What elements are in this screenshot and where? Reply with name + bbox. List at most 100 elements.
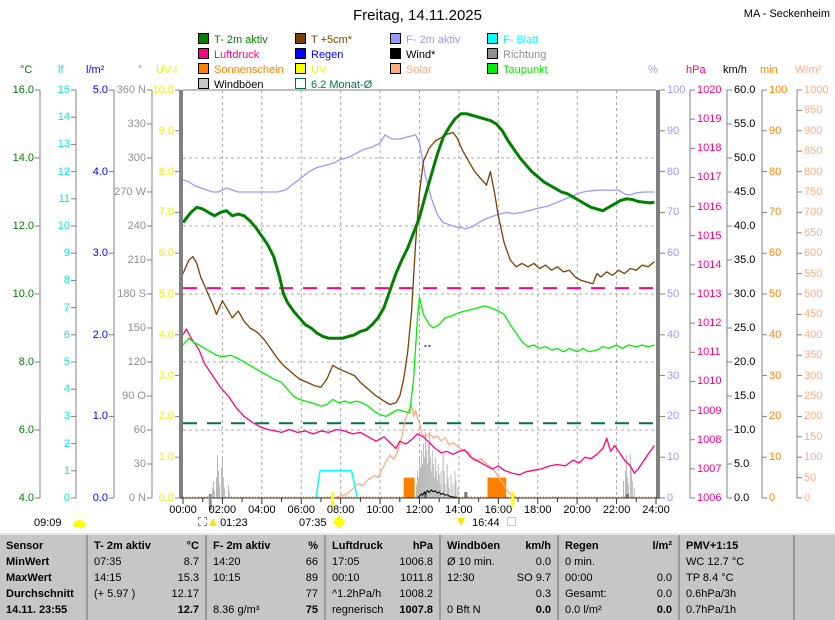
- moonset-marker: 09:09: [34, 517, 86, 531]
- sunshine-axis-tick: 10: [769, 451, 782, 464]
- solar-axis-tick: 1000: [804, 84, 829, 96]
- time-label: 14:00: [445, 504, 473, 516]
- legend-item-taupunkt[interactable]: Taupunkt: [487, 63, 548, 76]
- legend-item-6-2-monat-[interactable]: 6.2 Monat-Ø: [295, 78, 372, 91]
- table-row: [795, 570, 835, 586]
- legend-item-windb-en[interactable]: Windböen: [198, 78, 264, 91]
- legend-swatch[interactable]: [198, 33, 209, 44]
- sunshine-axis-unit: min: [760, 64, 778, 76]
- leaf-wetness-axis-unit: lf: [58, 64, 64, 76]
- table-cell-a: 00:00: [565, 572, 593, 584]
- legend-label: Windböen: [214, 79, 264, 91]
- legend-label: Sonnenschein: [214, 64, 284, 76]
- legend-item-f-blatt[interactable]: F- Blatt: [487, 33, 538, 46]
- humidity-axis-tick: 0: [667, 492, 674, 504]
- table-header-name: Regen: [565, 540, 599, 552]
- page-title: Freitag, 14.11.2025: [353, 7, 482, 24]
- legend-item-luftdruck[interactable]: Luftdruck: [198, 48, 259, 61]
- windspeed-axis-tick: 35.0: [734, 254, 756, 266]
- table-row: 0.7hPa/1h: [680, 602, 793, 618]
- table-cell-a: 0.7hPa/1h: [686, 604, 737, 616]
- table-row: Ø 10 min. 0.0: [441, 554, 557, 570]
- time-label: 24:00: [642, 504, 670, 516]
- legend-item-solar[interactable]: Solar: [390, 63, 432, 76]
- legend-item-t-5cm-[interactable]: T +5cm*: [295, 33, 353, 46]
- legend-swatch[interactable]: [295, 63, 306, 74]
- legend-item-wind-[interactable]: Wind*: [390, 48, 435, 61]
- temperature-axis-tick: 12.0: [12, 220, 34, 232]
- moon-phase-icon: [198, 517, 207, 526]
- table-cell-b: 0.0: [656, 572, 672, 584]
- solar-axis-tick: 350: [804, 349, 823, 362]
- table-row: (+ 5.97 ) 12.17: [88, 586, 205, 602]
- table-column-empty: [793, 535, 835, 620]
- leaf-wetness-axis-tick: 0: [63, 492, 70, 504]
- legend-swatch[interactable]: [390, 63, 401, 74]
- legend-item-uv[interactable]: UV: [295, 63, 326, 76]
- table-cell-a: 0 Bft N: [447, 604, 481, 616]
- legend-label: Solar: [406, 64, 432, 76]
- solar-axis-tick: 50: [804, 471, 817, 484]
- legend-swatch[interactable]: [390, 33, 401, 44]
- table-row-label: Durchschnitt: [6, 588, 74, 600]
- table-header-unit: l/m²: [652, 540, 672, 552]
- table-cell-b: 0.0: [535, 604, 551, 616]
- legend-swatch[interactable]: [295, 48, 306, 59]
- legend-swatch[interactable]: [295, 78, 306, 89]
- sunshine-bar: [403, 477, 415, 498]
- windspeed-axis-tick: 25.0: [734, 322, 756, 334]
- table-cell-a: 0 min.: [565, 556, 595, 568]
- pressure-axis-tick: 1018: [697, 142, 722, 155]
- table-row: [795, 586, 835, 602]
- direction-axis-unit: °: [138, 64, 143, 76]
- legend-item-t-2m-aktiv[interactable]: T- 2m aktiv: [198, 33, 268, 46]
- legend-item-f-2m-aktiv[interactable]: F- 2m aktiv: [390, 33, 460, 46]
- solar-axis-tick: 100: [804, 451, 823, 464]
- table-header-unit: km/h: [525, 540, 551, 552]
- table-header-name: Luftdruck: [332, 540, 383, 552]
- plot-left-border: [179, 90, 183, 498]
- table-cell-a: TP 8.4 °C: [686, 572, 734, 584]
- legend-swatch[interactable]: [198, 63, 209, 74]
- rain-axis-tick: 2.0: [92, 328, 108, 341]
- time-label: 12:00: [405, 504, 434, 516]
- table-cell-a: 14:15: [94, 572, 122, 584]
- legend-swatch[interactable]: [487, 33, 498, 44]
- legend-swatch[interactable]: [198, 48, 209, 59]
- table-cell-a: 17:05: [332, 556, 360, 568]
- table-row: 07:35 8.7: [88, 554, 205, 570]
- sunset-arrow-icon: [457, 518, 465, 526]
- leaf-wetness-axis-tick: 13: [57, 138, 70, 151]
- sunshine-axis-tick: 80: [769, 165, 782, 178]
- table-row: ^1.2hPa/h 1008.2: [326, 586, 439, 602]
- table-cell-b: 8.7: [183, 556, 199, 568]
- table-header-unit: °C: [186, 540, 199, 552]
- legend-item-richtung[interactable]: Richtung: [487, 48, 546, 61]
- uv-axis-tick: 3.0: [158, 369, 174, 382]
- windspeed-axis-tick: 30.0: [734, 288, 756, 300]
- pressure-axis-tick: 1017: [697, 171, 722, 184]
- legend-swatch[interactable]: [295, 33, 306, 44]
- legend-swatch[interactable]: [198, 78, 209, 89]
- table-row: 0 Bft N 0.0: [441, 602, 557, 618]
- legend-swatch[interactable]: [487, 63, 498, 74]
- table-cell-b: 15.3: [177, 572, 199, 584]
- legend-swatch[interactable]: [390, 48, 401, 59]
- data-marker-dot: [424, 345, 427, 347]
- windspeed-axis-tick: 10.0: [734, 424, 756, 436]
- legend-swatch[interactable]: [487, 48, 498, 59]
- solar-axis-unit: W/m²: [795, 64, 822, 76]
- humidity-axis-tick: 90: [667, 124, 680, 137]
- legend-label: T +5cm*: [311, 34, 353, 46]
- table-header-row: F- 2m aktiv%: [207, 538, 324, 554]
- table-cell-b: 1008.2: [399, 588, 433, 600]
- time-label: 10:00: [366, 504, 394, 516]
- series-luftdruck: [182, 328, 655, 476]
- table-sensor-column: Sensor MinWert MaxWert Durchschnitt 14.11. 2…: [0, 535, 86, 620]
- humidity-axis-tick: 100: [667, 84, 686, 96]
- solar-axis-tick: 150: [804, 430, 823, 443]
- legend-item-regen[interactable]: Regen: [295, 48, 343, 61]
- legend-item-sonnenschein[interactable]: Sonnenschein: [198, 63, 284, 76]
- temperature-axis-tick: 16.0: [12, 84, 34, 96]
